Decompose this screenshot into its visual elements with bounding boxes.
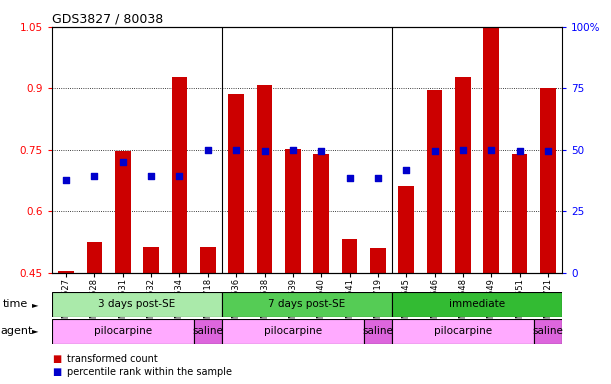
Point: [146, 173, 156, 179]
Text: immediate: immediate: [449, 299, 505, 310]
Point: [288, 147, 298, 153]
Text: pilocarpine: pilocarpine: [264, 326, 322, 336]
Text: GDS3827 / 80038: GDS3827 / 80038: [52, 13, 163, 26]
Bar: [194, 319, 222, 344]
Text: 3 days post-SE: 3 days post-SE: [98, 299, 175, 310]
Text: saline: saline: [192, 326, 223, 336]
Bar: [512, 154, 527, 273]
Bar: [285, 149, 301, 273]
Point: [118, 159, 128, 165]
Bar: [534, 319, 562, 344]
Bar: [200, 247, 216, 273]
Text: pilocarpine: pilocarpine: [434, 326, 492, 336]
Point: [175, 173, 185, 179]
Bar: [540, 88, 556, 273]
Point: [203, 147, 213, 153]
Bar: [52, 319, 194, 344]
Point: [232, 147, 241, 153]
Text: saline: saline: [362, 326, 393, 336]
Bar: [144, 247, 159, 273]
Text: ■: ■: [52, 367, 61, 377]
Point: [316, 147, 326, 154]
Bar: [222, 319, 364, 344]
Text: ►: ►: [32, 326, 38, 336]
Text: 7 days post-SE: 7 days post-SE: [268, 299, 346, 310]
Bar: [364, 319, 392, 344]
Text: transformed count: transformed count: [67, 354, 158, 364]
Bar: [370, 248, 386, 273]
Text: agent: agent: [1, 326, 33, 336]
Point: [401, 167, 411, 173]
Bar: [257, 85, 273, 273]
Text: percentile rank within the sample: percentile rank within the sample: [67, 367, 232, 377]
Bar: [115, 151, 131, 273]
Point: [543, 147, 553, 154]
Text: ►: ►: [32, 300, 38, 309]
Point: [90, 173, 100, 179]
Text: time: time: [3, 299, 28, 309]
Bar: [229, 94, 244, 273]
Point: [345, 175, 354, 182]
Bar: [52, 292, 222, 317]
Bar: [398, 186, 414, 273]
Point: [458, 147, 468, 153]
Point: [514, 147, 524, 154]
Text: saline: saline: [533, 326, 563, 336]
Point: [430, 147, 439, 154]
Bar: [426, 90, 442, 273]
Bar: [392, 319, 534, 344]
Bar: [172, 77, 188, 273]
Bar: [455, 77, 470, 273]
Bar: [58, 271, 74, 273]
Bar: [342, 238, 357, 273]
Bar: [222, 292, 392, 317]
Bar: [313, 154, 329, 273]
Point: [373, 175, 382, 182]
Point: [260, 147, 269, 154]
Bar: [483, 27, 499, 273]
Text: ■: ■: [52, 354, 61, 364]
Text: pilocarpine: pilocarpine: [93, 326, 152, 336]
Bar: [392, 292, 562, 317]
Point: [61, 177, 71, 184]
Point: [486, 147, 496, 153]
Bar: [87, 242, 102, 273]
